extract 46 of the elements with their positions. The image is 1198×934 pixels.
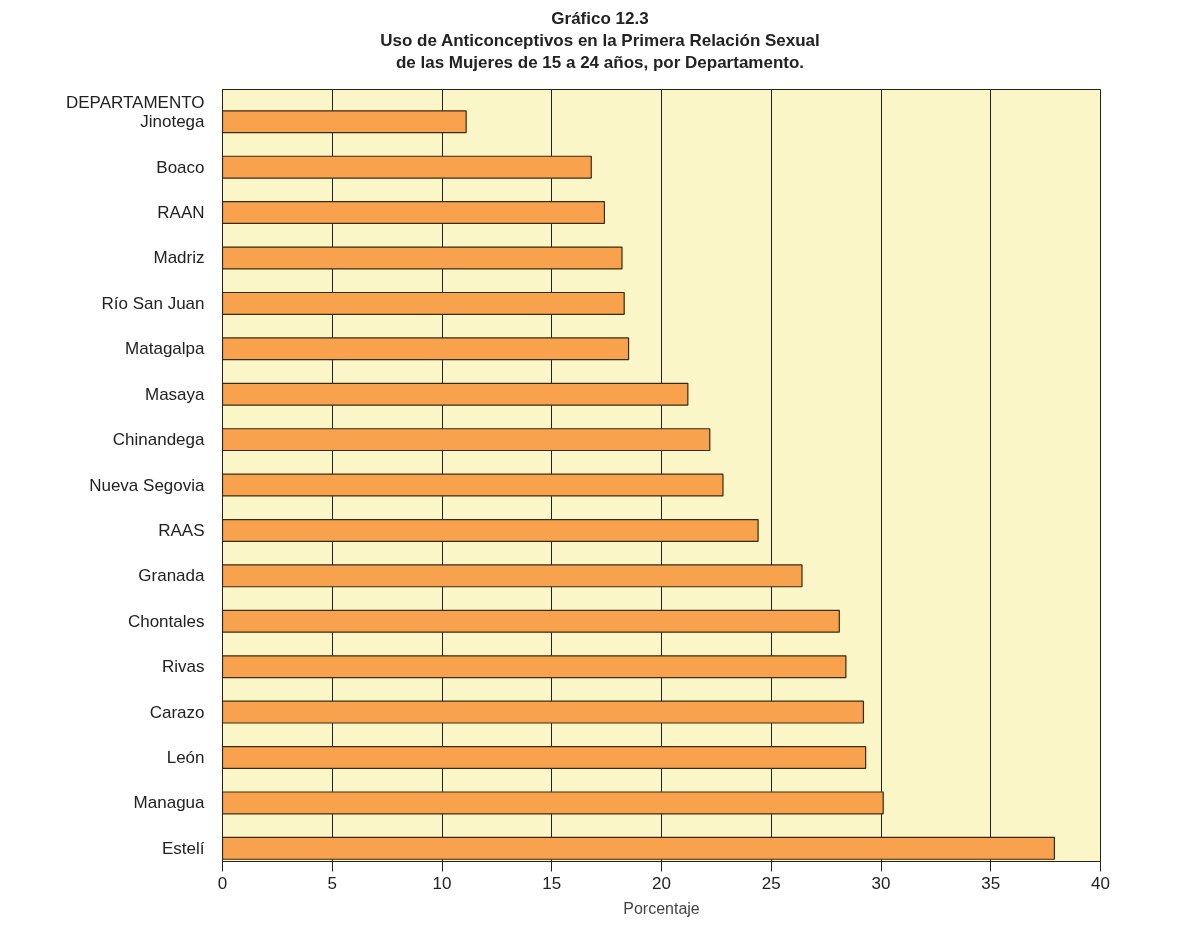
y-tick-label: León — [166, 748, 205, 768]
y-tick-label: Nueva Segovia — [89, 475, 206, 495]
y-tick-label: Rivas — [161, 657, 205, 677]
bar — [222, 655, 847, 679]
y-tick-label: Granada — [138, 566, 206, 586]
bar — [222, 791, 884, 815]
y-tick-label: Carazo — [149, 702, 205, 722]
y-tick-label: Boaco — [156, 157, 205, 177]
y-tick-label: Río San Juan — [101, 293, 205, 313]
y-tick-label: Chinandega — [112, 430, 206, 450]
bar — [222, 609, 840, 633]
x-tick-label: 40 — [1091, 873, 1110, 893]
x-tick-label: 15 — [542, 873, 562, 893]
bar — [222, 382, 689, 406]
bar — [222, 291, 625, 315]
chart-title: Gráfico 12.3 Uso de Anticonceptivos en la Primera Relación Sexual de las Mujeres de 15 a 24 años, por Departamento. — [380, 8, 820, 74]
bar — [222, 337, 630, 361]
x-tick-label: 35 — [981, 873, 1001, 893]
y-tick-label: Chontales — [127, 611, 205, 631]
bar — [222, 428, 711, 452]
y-tick-label: Jinotega — [140, 112, 206, 132]
y-tick-label: Madriz — [153, 248, 205, 268]
x-axis-title: Porcentaje — [623, 899, 700, 917]
bar — [222, 246, 623, 270]
bar — [222, 700, 865, 724]
bar — [222, 518, 759, 542]
x-tick-label: 0 — [217, 873, 228, 893]
y-tick-label: RAAS — [158, 520, 205, 540]
x-tick-label: 5 — [327, 873, 337, 893]
x-tick-label: 10 — [432, 873, 452, 893]
y-tick-label: Masaya — [144, 384, 206, 404]
bar — [222, 564, 803, 588]
bar — [222, 201, 606, 225]
bar — [222, 746, 867, 770]
y-tick-label: RAAN — [157, 203, 205, 223]
y-axis-title: DEPARTAMENTO — [65, 93, 205, 113]
bar — [222, 473, 724, 497]
x-tick-label: 30 — [871, 873, 891, 893]
y-tick-label: Matagalpa — [125, 339, 206, 359]
bar — [222, 836, 1056, 860]
x-tick-label: 25 — [761, 873, 781, 893]
x-tick-label: 20 — [652, 873, 671, 893]
y-tick-label: Managua — [133, 793, 206, 813]
bar — [222, 110, 467, 134]
y-tick-label: Estelí — [161, 838, 205, 858]
bar — [222, 155, 592, 179]
